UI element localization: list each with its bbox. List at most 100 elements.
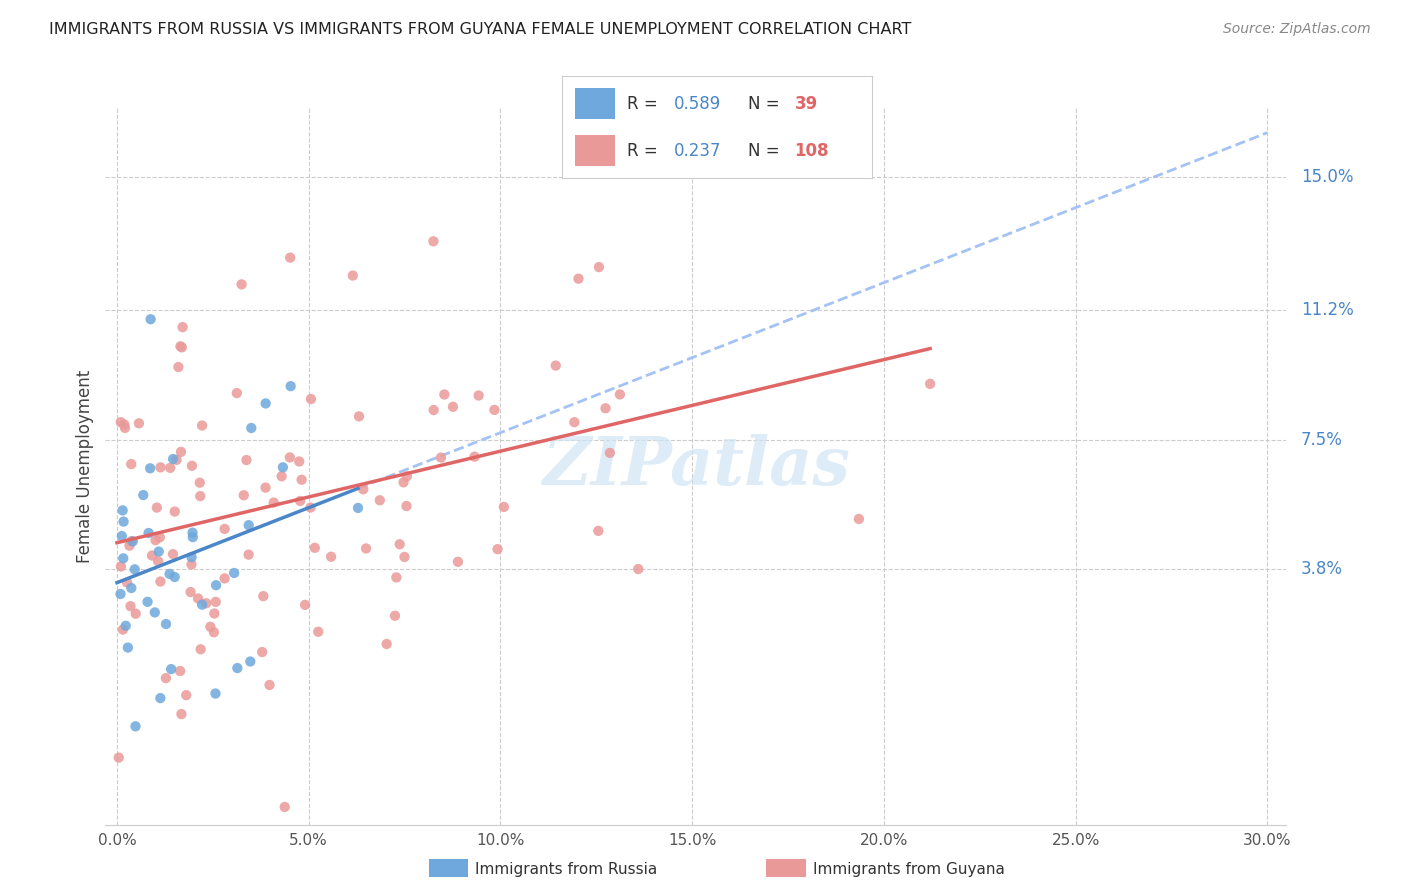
Point (120, 581, 142, 595)
Text: Immigrants from Guyana: Immigrants from Guyana (813, 863, 1004, 877)
Point (464, 450, 486, 464)
Point (567, 271, 589, 285)
Point (225, 386, 247, 401)
Text: 39: 39 (794, 95, 818, 112)
Point (160, 662, 183, 676)
Point (149, 460, 172, 475)
Point (486, 542, 509, 557)
Point (162, 547, 184, 561)
Point (136, 595, 159, 609)
Point (430, 450, 453, 465)
Point (112, 417, 135, 432)
Point (294, 598, 316, 612)
Point (111, 529, 134, 543)
Point (352, 482, 374, 496)
Y-axis label: Female Unemployment: Female Unemployment (76, 369, 94, 563)
Point (139, 461, 162, 475)
Point (155, 617, 177, 632)
Point (172, 320, 194, 334)
Point (214, 522, 236, 536)
Point (368, 493, 391, 508)
Point (174, 688, 197, 702)
Point (188, 489, 211, 503)
Point (354, 541, 377, 556)
Point (139, 312, 162, 326)
Point (254, 396, 277, 410)
Point (149, 530, 172, 544)
Point (204, 686, 226, 700)
Text: 0.237: 0.237 (673, 142, 721, 160)
Point (181, 525, 204, 540)
Point (146, 554, 169, 568)
Point (384, 608, 406, 623)
Text: 0.589: 0.589 (673, 95, 721, 112)
Point (388, 537, 411, 551)
Point (441, 400, 464, 414)
Point (433, 387, 456, 401)
Point (564, 415, 586, 429)
Point (163, 570, 186, 584)
Point (132, 488, 155, 502)
Point (166, 452, 188, 467)
Point (252, 589, 274, 603)
Text: Immigrants from Russia: Immigrants from Russia (475, 863, 658, 877)
Point (202, 625, 225, 640)
Point (170, 707, 193, 722)
Point (149, 574, 172, 589)
Point (263, 495, 285, 509)
Point (145, 533, 167, 548)
Point (202, 607, 225, 621)
Point (169, 664, 191, 678)
Point (214, 571, 236, 585)
Point (254, 481, 277, 495)
Point (195, 596, 218, 610)
Point (588, 524, 610, 538)
Point (111, 503, 134, 517)
Point (148, 544, 170, 558)
Point (120, 599, 142, 614)
Point (155, 671, 177, 685)
Point (190, 642, 212, 657)
Point (118, 539, 141, 553)
Text: N =: N = (748, 95, 785, 112)
Point (299, 500, 322, 515)
Point (121, 534, 143, 549)
Point (288, 454, 311, 468)
Text: 7.5%: 7.5% (1301, 431, 1343, 449)
Point (394, 549, 416, 564)
Point (110, 559, 132, 574)
Text: R =: R = (627, 142, 664, 160)
Point (278, 251, 301, 265)
Point (422, 403, 444, 417)
Point (114, 619, 136, 633)
Point (149, 691, 172, 706)
Point (920, 376, 942, 391)
Point (280, 379, 302, 393)
Point (492, 500, 515, 514)
Point (299, 392, 322, 406)
Point (180, 550, 202, 565)
Point (191, 598, 214, 612)
Point (342, 268, 364, 283)
Point (467, 388, 489, 402)
Point (238, 548, 260, 562)
Point (191, 418, 214, 433)
Point (162, 452, 184, 467)
Text: 108: 108 (794, 142, 830, 160)
Point (238, 518, 260, 533)
Point (110, 415, 132, 429)
Point (304, 541, 326, 555)
Text: 3.8%: 3.8% (1301, 560, 1343, 578)
Point (124, 562, 146, 576)
Point (112, 515, 135, 529)
Text: ZIPatlas: ZIPatlas (543, 434, 849, 499)
Point (204, 595, 226, 609)
Point (120, 534, 142, 549)
Point (125, 607, 148, 621)
Text: 11.2%: 11.2% (1301, 301, 1354, 319)
Point (200, 620, 222, 634)
Point (110, 587, 132, 601)
Point (159, 461, 181, 475)
Text: N =: N = (748, 142, 785, 160)
Point (627, 562, 650, 576)
